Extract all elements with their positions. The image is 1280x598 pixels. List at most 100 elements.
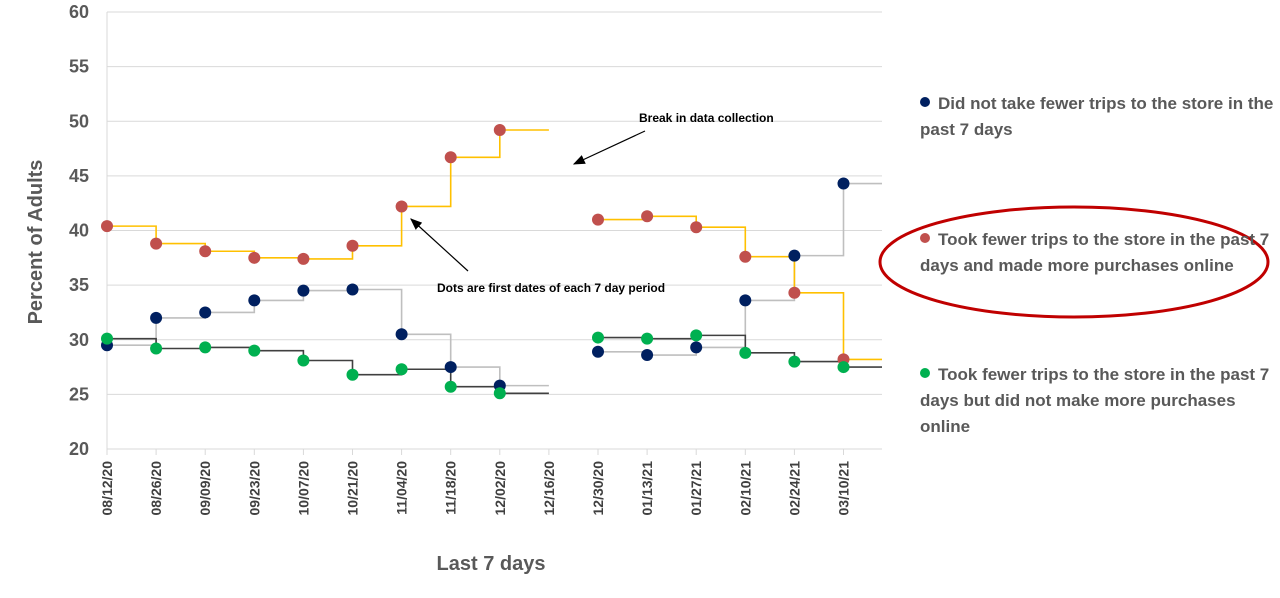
data-point-series-0 <box>395 328 408 341</box>
y-tick-label: 50 <box>69 111 89 131</box>
x-tick-label: 12/30/20 <box>590 461 606 516</box>
data-point-series-2 <box>444 380 457 393</box>
legend-label: Took fewer trips to the store in the pas… <box>920 365 1270 436</box>
legend-item-fewer-trips-more-online: Took fewer trips to the store in the pas… <box>920 227 1275 279</box>
step-segment-series-0 <box>696 300 747 349</box>
data-point-series-2 <box>150 342 163 355</box>
data-point-series-0 <box>641 349 654 362</box>
step-segment-series-0 <box>598 350 648 356</box>
step-segment-series-0 <box>450 366 501 386</box>
data-point-series-1 <box>788 286 801 299</box>
highlight-ellipse <box>878 205 1270 319</box>
y-tick-label: 60 <box>69 2 89 22</box>
data-point-series-0 <box>788 249 801 262</box>
step-segment-series-2 <box>303 359 354 375</box>
data-point-series-0 <box>837 177 850 190</box>
data-points <box>101 123 850 400</box>
step-segment-series-1 <box>156 242 206 252</box>
step-segment-series-2 <box>352 369 403 376</box>
data-point-series-2 <box>788 355 801 368</box>
step-segment-series-2 <box>794 360 845 368</box>
step-lines <box>107 129 882 395</box>
annotation-break: Break in data collection <box>639 111 774 125</box>
x-tick-label: 09/23/20 <box>246 461 262 516</box>
step-segment-series-0 <box>647 347 697 356</box>
y-tick-labels: 20 25 30 35 40 45 50 55 60 <box>69 2 89 459</box>
data-point-series-2 <box>101 332 113 345</box>
data-point-series-0 <box>739 294 752 307</box>
data-point-series-2 <box>690 329 703 342</box>
step-segment-series-2 <box>401 368 452 387</box>
x-tick-label: 12/02/20 <box>492 461 508 516</box>
legend-label: Took fewer trips to the store in the pas… <box>920 230 1270 275</box>
step-segment-series-0 <box>303 289 354 292</box>
x-tick-label: 08/26/20 <box>148 461 164 516</box>
gridlines <box>107 11 882 395</box>
step-segment-series-0 <box>156 312 206 319</box>
data-point-series-1 <box>297 252 310 265</box>
step-segment-series-1 <box>647 215 697 228</box>
step-segment-series-2 <box>205 346 256 351</box>
legend-marker <box>920 233 930 243</box>
step-segment-series-1 <box>107 225 157 244</box>
data-point-series-1 <box>248 251 261 264</box>
step-segment-series-0 <box>205 300 256 314</box>
data-point-series-1 <box>592 213 604 226</box>
data-point-series-1 <box>101 220 113 233</box>
x-tick-label: 02/24/21 <box>786 461 802 516</box>
data-point-series-0 <box>150 311 163 324</box>
annotation-dots: Dots are first dates of each 7 day perio… <box>437 281 665 295</box>
data-point-series-1 <box>739 250 752 263</box>
data-point-series-2 <box>837 361 850 374</box>
x-tick-label: 10/07/20 <box>295 461 311 516</box>
step-segment-series-2 <box>745 352 796 362</box>
y-tick-label: 40 <box>69 221 89 241</box>
data-point-series-1 <box>346 239 359 252</box>
step-segment-series-0 <box>352 288 403 335</box>
x-tick-label: 08/12/20 <box>99 461 115 516</box>
step-segment-series-2 <box>450 385 501 394</box>
annotation-dots-arrow <box>410 218 469 272</box>
step-segment-series-1 <box>598 216 648 221</box>
x-tick-label: 10/21/20 <box>345 461 361 516</box>
data-point-series-2 <box>346 368 359 381</box>
legend-item-did-not-take-fewer-trips: Did not take fewer trips to the store in… <box>920 91 1275 143</box>
data-point-series-0 <box>297 284 310 297</box>
step-segment-series-0 <box>794 183 845 257</box>
data-point-series-2 <box>641 332 654 345</box>
step-segment-series-0 <box>745 255 796 302</box>
step-segment-series-1 <box>254 257 305 259</box>
step-segment-series-1 <box>696 226 747 257</box>
legend-item-fewer-trips-not-more-online: Took fewer trips to the store in the pas… <box>920 362 1275 440</box>
x-tick-label: 11/18/20 <box>443 461 459 515</box>
data-point-series-1 <box>641 210 654 223</box>
data-point-series-2 <box>297 354 310 367</box>
legend-label: Did not take fewer trips to the store in… <box>920 94 1274 139</box>
data-point-series-1 <box>493 123 506 136</box>
step-segment-series-2 <box>647 335 697 340</box>
data-point-series-1 <box>690 221 703 234</box>
step-segment-series-2 <box>598 336 648 339</box>
x-tick-label: 01/27/21 <box>688 461 704 516</box>
step-segment-series-0 <box>254 290 305 302</box>
step-segment-series-2 <box>156 347 206 350</box>
data-point-series-0 <box>346 283 359 296</box>
x-axis-title: Last 7 days <box>437 553 546 575</box>
step-segment-series-1 <box>352 206 403 247</box>
legend-marker <box>920 368 930 378</box>
data-point-series-1 <box>444 151 457 164</box>
step-segment-series-0 <box>107 317 157 347</box>
data-point-series-1 <box>199 245 212 258</box>
y-tick-label: 20 <box>69 439 89 459</box>
data-point-series-0 <box>690 341 703 354</box>
x-tick-label: 03/10/21 <box>836 461 852 516</box>
data-point-series-2 <box>395 363 408 376</box>
data-point-series-0 <box>444 361 457 374</box>
x-tick-label: 09/09/20 <box>197 461 213 516</box>
y-tick-label: 25 <box>69 384 89 404</box>
data-point-series-0 <box>199 306 212 319</box>
data-point-series-2 <box>739 346 752 359</box>
y-axis-title: Percent of Adults <box>25 160 47 325</box>
step-segment-series-1 <box>205 250 256 258</box>
annotation-break-arrow <box>572 130 646 165</box>
